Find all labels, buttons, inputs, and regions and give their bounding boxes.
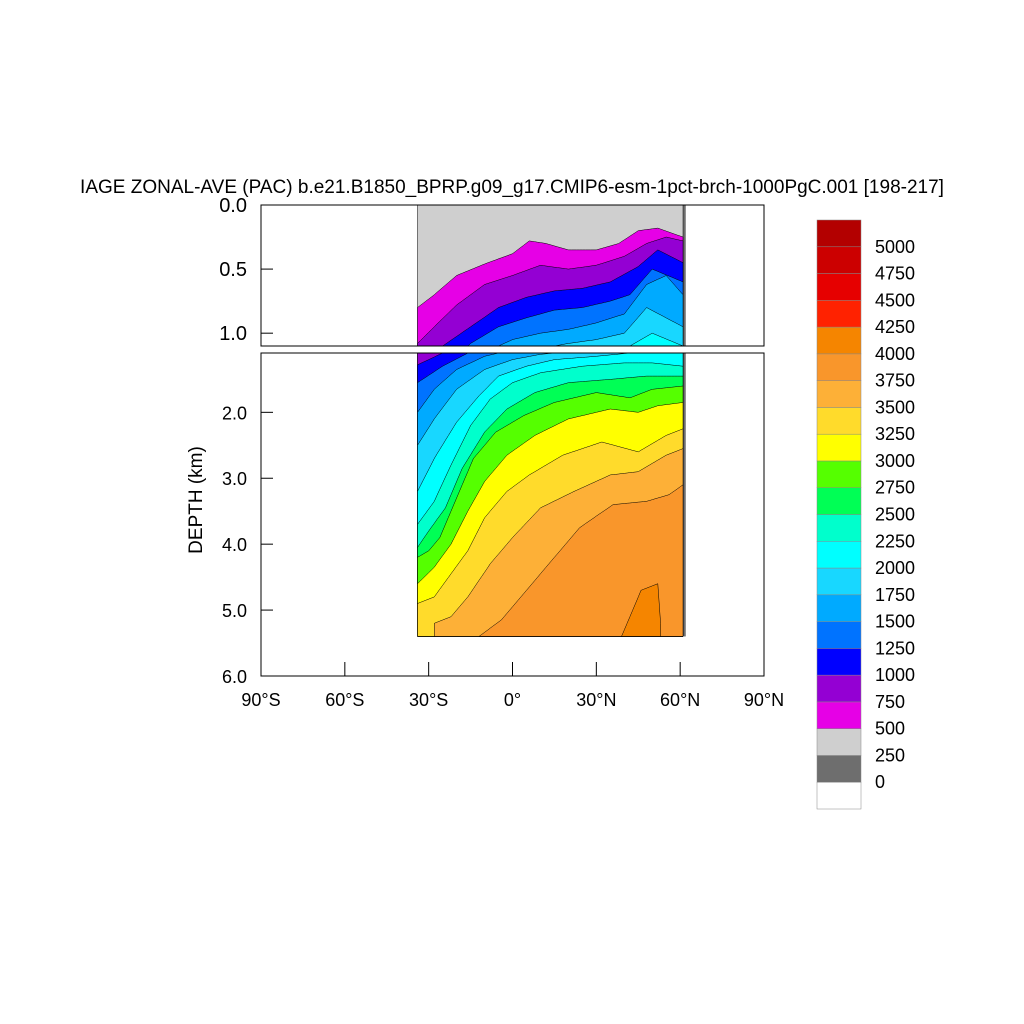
colorbar-label: 750 <box>875 692 905 712</box>
colorbar-swatch <box>816 246 862 274</box>
colorbar-label: 1500 <box>875 612 915 632</box>
y-tick-label: 6.0 <box>222 667 247 687</box>
contour-band-2000 <box>628 332 684 346</box>
colorbar-label: 3000 <box>875 451 915 471</box>
colorbar-swatch <box>816 621 862 649</box>
y-tick-label: 0.0 <box>219 195 247 217</box>
colorbar-swatch <box>816 407 862 435</box>
upper-panel-contours <box>417 205 686 898</box>
colorbar-swatch <box>816 514 862 542</box>
colorbar-label: 1000 <box>875 665 915 685</box>
x-tick-label: 60°S <box>325 690 364 710</box>
x-tick-label: 0° <box>504 690 521 710</box>
x-tick-label: 30°S <box>409 690 448 710</box>
colorbar-swatch <box>816 674 862 703</box>
y-axis-label: DEPTH (km) <box>186 446 207 554</box>
y-tick-label: 3.0 <box>222 469 247 489</box>
colorbar-swatch <box>816 755 862 783</box>
colorbar-swatch <box>816 701 862 729</box>
colorbar-label: 4500 <box>875 290 915 310</box>
colorbar-swatch <box>816 648 862 676</box>
upper-panel-frame <box>260 204 765 347</box>
lower-panel-contours <box>417 353 686 637</box>
colorbar-label: 2250 <box>875 531 915 551</box>
colorbar-label: 500 <box>875 719 905 739</box>
colorbar-swatch <box>816 487 862 515</box>
colorbar-label: 2000 <box>875 558 915 578</box>
colorbar-label: 0 <box>875 772 885 792</box>
colorbar-swatch <box>816 781 862 810</box>
contour-band-3750 <box>478 484 684 637</box>
colorbar-swatch <box>816 460 862 488</box>
colorbar-label: 3250 <box>875 424 915 444</box>
colorbar-label: 2500 <box>875 505 915 525</box>
contour-band-3750 <box>479 602 683 897</box>
x-tick-label: 30°N <box>576 690 616 710</box>
colorbar-label: 4750 <box>875 264 915 284</box>
y-tick-label: 4.0 <box>222 535 247 555</box>
colorbar-label: 4000 <box>875 344 915 364</box>
y-tick-label: 1.0 <box>219 323 247 345</box>
x-tick-label: 60°N <box>660 690 700 710</box>
colorbar-swatch <box>816 380 862 408</box>
colorbar: 0 250 500 750 1000 1250 1500 1750 2000 2250 2500 27… <box>816 219 915 810</box>
axes: 90°S 60°S 30°S 0° 30°N 60°N 90°N 0.0 0.5 1.0 2.0 3.… <box>219 195 784 710</box>
chart-title: IAGE ZONAL-AVE (PAC) b.e21.B1850_BPRP.g0… <box>80 177 944 198</box>
colorbar-swatch <box>816 541 862 569</box>
colorbar-swatch <box>816 728 862 756</box>
colorbar-label: 3750 <box>875 371 915 391</box>
colorbar-swatch <box>816 594 862 622</box>
colorbar-label: 5000 <box>875 237 915 257</box>
colorbar-label: 1250 <box>875 638 915 658</box>
colorbar-swatch <box>816 353 862 381</box>
y-tick-label: 0.5 <box>219 259 247 281</box>
colorbar-label: 3500 <box>875 397 915 417</box>
y-tick-label: 2.0 <box>222 403 247 423</box>
x-tick-label: 90°S <box>241 690 280 710</box>
colorbar-label: 1750 <box>875 585 915 605</box>
colorbar-label: 4250 <box>875 317 915 337</box>
colorbar-swatch <box>816 273 862 301</box>
y-tick-label: 5.0 <box>222 601 247 621</box>
x-tick-label: 90°N <box>744 690 784 710</box>
colorbar-swatch <box>816 326 862 355</box>
colorbar-label: 2750 <box>875 478 915 498</box>
colorbar-swatch <box>816 219 862 248</box>
contour-band-4000 <box>621 583 661 637</box>
colorbar-swatch <box>816 567 862 596</box>
colorbar-label: 250 <box>875 745 905 765</box>
colorbar-swatch <box>816 300 862 328</box>
colorbar-swatch <box>816 433 862 462</box>
contour-band-4000 <box>622 795 661 898</box>
